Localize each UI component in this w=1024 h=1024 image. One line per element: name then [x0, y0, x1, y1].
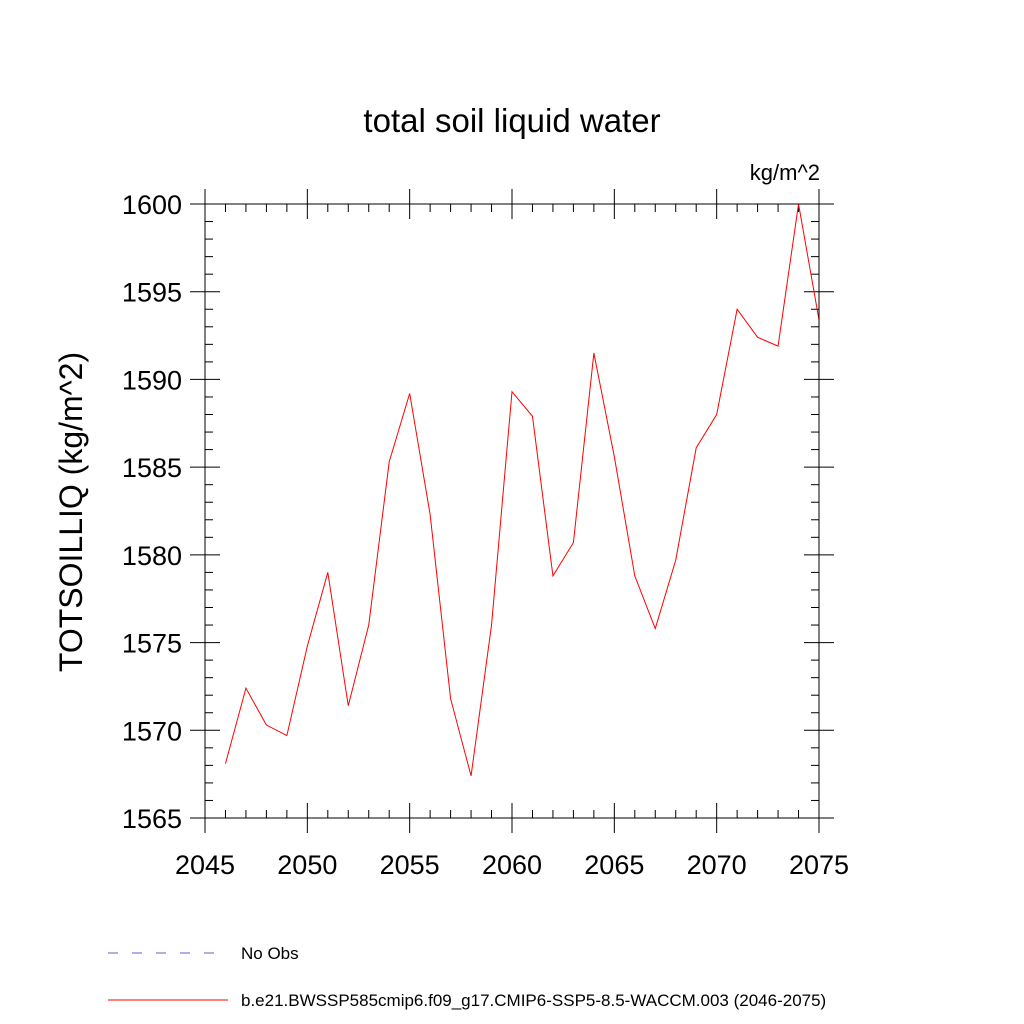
x-tick-label: 2055 [380, 850, 440, 880]
y-tick-label: 1585 [122, 453, 182, 483]
y-tick-label: 1595 [122, 278, 182, 308]
x-tick-labels: 2045 2050 2055 2060 2065 2070 2075 [175, 850, 849, 880]
legend: No Obs b.e21.BWSSP585cmip6.f09_g17.CMIP6… [108, 944, 826, 1010]
series-line-1 [224, 203, 820, 777]
legend-label-model: b.e21.BWSSP585cmip6.f09_g17.CMIP6-SSP5-8… [241, 991, 826, 1010]
y-tick-label: 1590 [122, 365, 182, 395]
minor-ticks [205, 204, 819, 818]
y-tick-label: 1580 [122, 541, 182, 571]
x-tick-label: 2075 [789, 850, 849, 880]
y-tick-labels: 1565 1570 1575 1580 1585 1590 1595 1600 [122, 190, 182, 834]
y-tick-label: 1575 [122, 629, 182, 659]
x-tick-label: 2065 [584, 850, 644, 880]
x-tick-label: 2050 [277, 850, 337, 880]
y-tick-label: 1600 [122, 190, 182, 220]
y-axis-label: TOTSOILLIQ (kg/m^2) [53, 352, 89, 672]
series-layer [224, 203, 820, 777]
legend-label-no-obs: No Obs [241, 944, 299, 963]
x-tick-label: 2045 [175, 850, 235, 880]
plot-frame [204, 203, 820, 819]
chart-title: total soil liquid water [363, 102, 660, 139]
major-ticks [190, 189, 834, 833]
units-label: kg/m^2 [750, 160, 820, 185]
x-tick-label: 2070 [687, 850, 747, 880]
x-tick-label: 2060 [482, 850, 542, 880]
y-tick-label: 1565 [122, 804, 182, 834]
y-tick-label: 1570 [122, 716, 182, 746]
